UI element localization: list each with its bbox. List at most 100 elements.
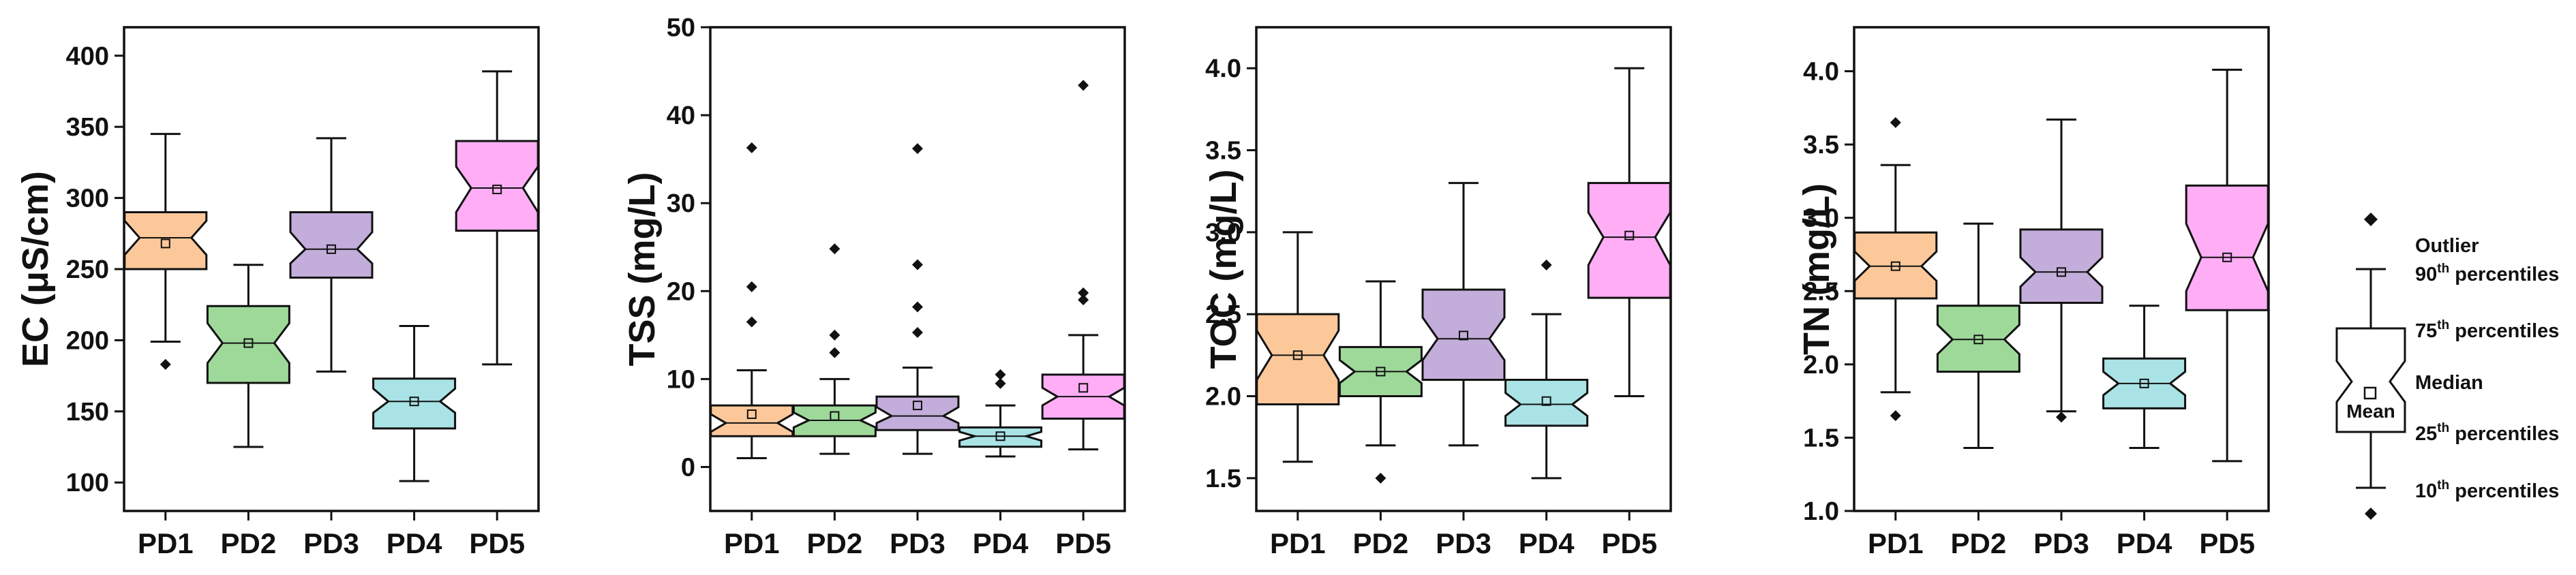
y-tick-label: 2.5 bbox=[1205, 300, 1241, 329]
box-pd1 bbox=[1853, 116, 1938, 422]
box-pd2 bbox=[1338, 280, 1423, 484]
x-tick-label: PD5 bbox=[1601, 527, 1657, 559]
mean-marker bbox=[830, 411, 840, 421]
box-pd4 bbox=[958, 369, 1043, 458]
legend-p90-label: 90th percentiles bbox=[2415, 262, 2559, 285]
outlier-point bbox=[912, 301, 923, 313]
outlier-point bbox=[995, 369, 1006, 380]
y-tick-label: 20 bbox=[667, 277, 695, 306]
notched-box bbox=[1587, 182, 1671, 299]
box-pd3 bbox=[289, 137, 374, 373]
y-tick-label: 4.0 bbox=[1803, 58, 1839, 87]
y-tick-label: 300 bbox=[66, 185, 109, 213]
outlier-point bbox=[1078, 287, 1089, 298]
x-tick-label: PD4 bbox=[2117, 527, 2172, 559]
y-tick-label: 2.0 bbox=[1803, 351, 1839, 379]
y-tick-label: 200 bbox=[66, 326, 109, 355]
outlier-point bbox=[829, 329, 840, 341]
outlier-point bbox=[912, 143, 923, 155]
legend-notched-box bbox=[2335, 327, 2406, 433]
notched-box bbox=[958, 426, 1043, 448]
box-pd5 bbox=[2185, 68, 2269, 463]
mean-marker bbox=[327, 244, 336, 254]
y-tick-label: 30 bbox=[667, 189, 695, 218]
x-tick-label: PD4 bbox=[387, 527, 442, 559]
outlier-point bbox=[912, 326, 923, 338]
x-tick-label: PD4 bbox=[1519, 527, 1575, 559]
y-tick-label: 150 bbox=[66, 398, 109, 426]
mean-marker bbox=[913, 401, 922, 411]
mean-marker bbox=[1078, 383, 1089, 393]
notched-box bbox=[206, 305, 290, 384]
y-axis-label: TN (mg/L) bbox=[1796, 183, 1837, 355]
y-axis-label: TOC (mg/L) bbox=[1203, 170, 1244, 369]
outlier-point bbox=[160, 358, 171, 370]
legend-box-symbol bbox=[2335, 213, 2406, 520]
outlier-point bbox=[1375, 472, 1387, 484]
legend-p25-label: 25th percentiles bbox=[2415, 421, 2559, 445]
mean-marker bbox=[746, 409, 757, 419]
x-tick-label: PD1 bbox=[724, 527, 780, 559]
mean-marker bbox=[1890, 261, 1900, 271]
outlier-point bbox=[746, 281, 757, 292]
ec-panel: 100 150 200 250 300 350 400 PD1 PD2 PD3 PD4 PD5 EC (… bbox=[15, 26, 540, 559]
outlier-point bbox=[746, 142, 757, 153]
mean-marker bbox=[409, 397, 419, 407]
outlier-point bbox=[1078, 294, 1089, 306]
y-tick-label: 3.5 bbox=[1803, 131, 1839, 159]
box-pd5 bbox=[1587, 67, 1671, 398]
x-tick-label: PD1 bbox=[1270, 527, 1326, 559]
outlier-point bbox=[1078, 80, 1089, 91]
tn-panel: 1.0 1.5 2.0 2.5 3.0 3.5 4.0 PD1 PD2 PD3 PD4 PD5 TN (… bbox=[1796, 26, 2270, 559]
mean-marker bbox=[995, 431, 1005, 441]
legend-outlier-marker bbox=[2364, 213, 2378, 226]
box-pd4 bbox=[372, 325, 457, 482]
box-pd1 bbox=[1256, 231, 1340, 463]
legend-outlier-label: Outlier bbox=[2415, 235, 2479, 257]
mean-marker bbox=[1459, 330, 1468, 341]
notched-box bbox=[1936, 305, 2020, 373]
y-axis-label: TSS (mg/L) bbox=[622, 172, 663, 367]
y-tick-label: 50 bbox=[667, 14, 695, 42]
box-pd4 bbox=[2102, 305, 2187, 449]
box-pd2 bbox=[1936, 222, 2020, 449]
box-pd5 bbox=[1041, 80, 1125, 451]
box-pd1 bbox=[123, 133, 208, 370]
y-tick-label: 250 bbox=[66, 255, 109, 284]
notched-box bbox=[2019, 228, 2104, 304]
y-tick-label: 350 bbox=[66, 113, 109, 142]
x-tick-label: PD3 bbox=[303, 527, 359, 559]
notched-box bbox=[1421, 288, 1506, 381]
mean-marker bbox=[1541, 396, 1551, 406]
y-tick-label: 1.5 bbox=[1803, 424, 1839, 452]
outlier-point bbox=[1541, 259, 1552, 270]
tss-panel: 0 10 20 30 40 50 PD1 PD2 PD3 PD4 PD5 TSS (mg/L) bbox=[622, 14, 1126, 559]
notched-box bbox=[2185, 184, 2269, 311]
y-tick-label: 100 bbox=[66, 469, 109, 497]
outlier-point bbox=[912, 259, 923, 270]
mean-marker bbox=[2057, 267, 2066, 277]
x-tick-label: PD3 bbox=[890, 527, 945, 559]
legend-median-label: Median bbox=[2415, 372, 2483, 394]
x-tick-label: PD5 bbox=[1055, 527, 1111, 559]
x-tick-label: PD5 bbox=[2199, 527, 2255, 559]
x-tick-label: PD1 bbox=[1868, 527, 1924, 559]
x-tick-label: PD5 bbox=[469, 527, 525, 559]
y-tick-label: 2.0 bbox=[1205, 383, 1241, 411]
notched-box bbox=[1504, 378, 1589, 427]
box-pd1 bbox=[710, 142, 794, 460]
y-tick-label: 3.5 bbox=[1205, 137, 1241, 166]
outlier-point bbox=[2056, 411, 2067, 423]
x-tick-label: PD2 bbox=[221, 527, 277, 559]
mean-marker bbox=[1292, 350, 1303, 360]
notched-box bbox=[875, 395, 960, 431]
y-tick-label: 40 bbox=[667, 102, 695, 130]
mean-marker bbox=[1376, 367, 1386, 377]
x-tick-label: PD3 bbox=[1436, 527, 1491, 559]
mean-marker bbox=[492, 185, 502, 195]
outlier-point bbox=[746, 316, 757, 328]
toc-panel: 1.5 2.0 2.5 3.0 3.5 4.0 PD1 PD2 PD3 PD4 PD5 TOC (mg… bbox=[1203, 26, 1672, 559]
legend-mean-label: Mean bbox=[2346, 401, 2395, 422]
outlier-point bbox=[1890, 116, 1901, 128]
y-tick-label: 400 bbox=[66, 42, 109, 71]
